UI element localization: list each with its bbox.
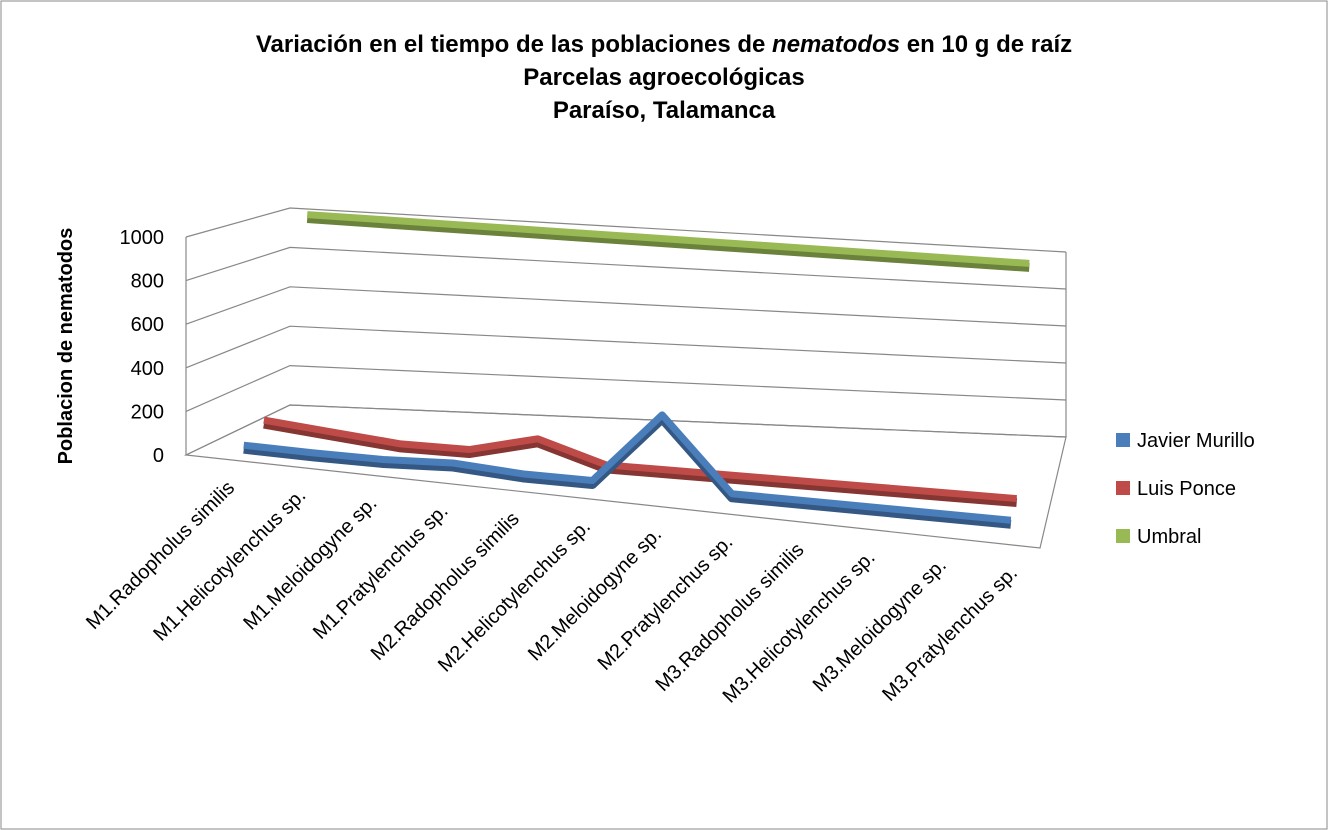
y-tick-label: 1000 (120, 227, 165, 249)
y-axis-title: Poblacion de nematodos (55, 228, 77, 465)
y-tick-label: 800 (131, 271, 164, 293)
grid-line (185, 364, 1067, 412)
grid-line (185, 286, 1067, 327)
y-tick-label: 0 (153, 445, 164, 467)
legend-label: Umbral (1137, 526, 1201, 548)
y-tick-label: 600 (131, 314, 164, 336)
grid-line (185, 404, 1067, 456)
series-shadow (263, 419, 1018, 508)
y-tick-label: 200 (131, 401, 164, 423)
grid-line (185, 246, 1067, 290)
y-tick-label: 400 (131, 358, 164, 380)
legend-label: Javier Murillo (1137, 430, 1255, 452)
chart-title: Paraíso, Talamanca (553, 97, 776, 124)
series-shadow (306, 214, 1030, 272)
legend-swatch (1116, 433, 1130, 447)
grid-line (185, 325, 1067, 369)
legend-swatch (1116, 481, 1130, 495)
series-line (243, 411, 1012, 524)
legend-swatch (1116, 529, 1130, 543)
title-part: en 10 g de raíz (900, 31, 1072, 58)
grid-line (185, 207, 1067, 253)
legend-label: Luis Ponce (1137, 478, 1236, 500)
chart-title: Parcelas agroecológicas (523, 64, 804, 91)
series-line (263, 416, 1017, 503)
title-part: nematodos (772, 31, 900, 58)
title-part: Variación en el tiempo de las poblacione… (256, 31, 772, 58)
chart-title: Variación en el tiempo de las poblacione… (256, 31, 1072, 58)
series-line (306, 211, 1030, 267)
